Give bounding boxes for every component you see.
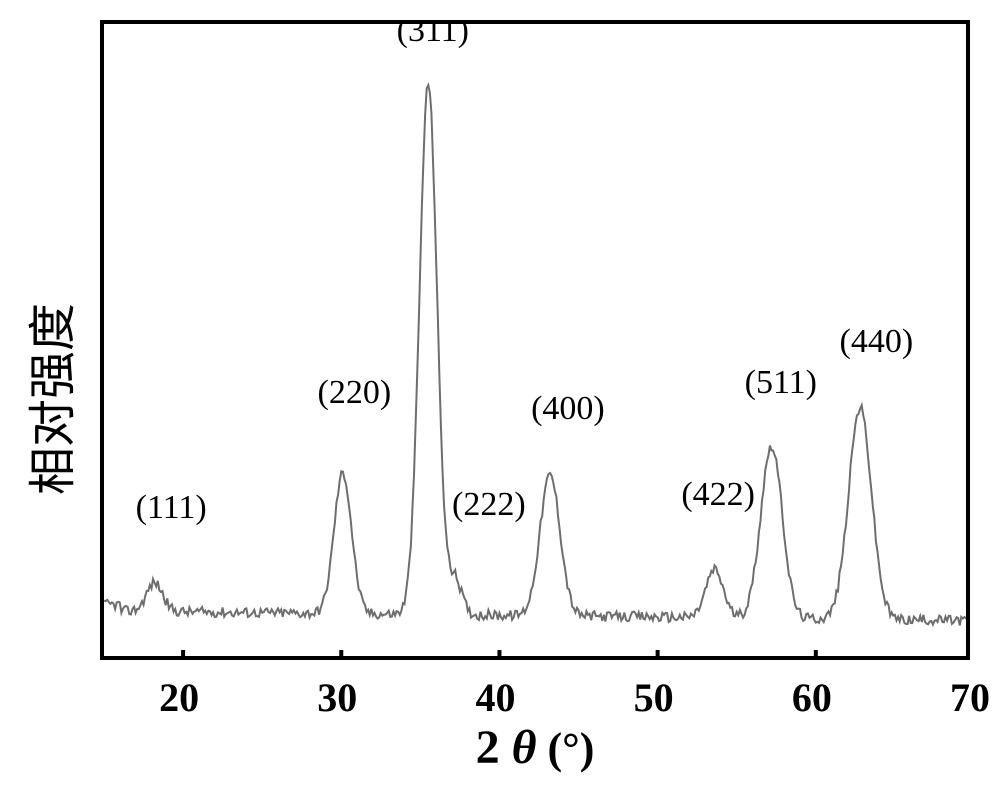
peak-label: (511) — [745, 364, 817, 402]
plot-area: (111) (220) (311) (222) (400) (422) (511) (440) — [100, 20, 970, 660]
x-tick-label: 50 — [634, 674, 674, 721]
figure-container: 相对强度 (111) (220) (311) (222) (400) (422) (511)… — [0, 0, 1000, 798]
x-axis-label: 2 θ (°) — [100, 720, 970, 775]
x-tick-label: 30 — [317, 674, 357, 721]
x-axis-label-prefix: 2 — [476, 721, 512, 774]
y-axis-label-container: 相对强度 — [8, 0, 88, 798]
x-tick-label: 60 — [792, 674, 832, 721]
x-axis-label-theta: θ — [512, 721, 537, 774]
y-axis-label: 相对强度 — [13, 303, 83, 495]
x-tick-label: 20 — [159, 674, 199, 721]
x-tick-label: 40 — [475, 674, 515, 721]
peak-label: (400) — [531, 390, 605, 428]
peak-label: (220) — [318, 374, 392, 412]
peak-label: (111) — [136, 489, 207, 527]
peak-label: (311) — [397, 20, 469, 50]
x-tick-label: 70 — [950, 674, 990, 721]
peak-label: (222) — [452, 486, 526, 524]
peak-label: (422) — [681, 476, 755, 514]
x-axis-ticks: 203040506070 — [100, 660, 970, 720]
x-axis-label-unit: (°) — [537, 724, 595, 773]
peak-label: (440) — [840, 323, 914, 361]
